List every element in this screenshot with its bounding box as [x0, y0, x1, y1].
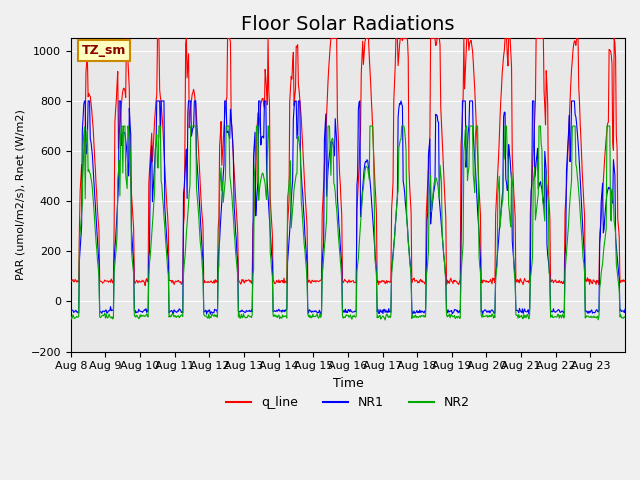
NR1: [81, 98, 88, 104]
NR2: [438, 180, 445, 185]
NR1: [283, 306, 291, 312]
NR1: [437, 214, 445, 220]
NR1: [235, 308, 243, 314]
q_line: [154, 36, 161, 41]
q_line: [438, 120, 445, 126]
Y-axis label: PAR (umol/m2/s), Rnet (W/m2): PAR (umol/m2/s), Rnet (W/m2): [15, 109, 25, 280]
q_line: [236, 279, 243, 285]
q_line: [284, 222, 291, 228]
Line: q_line: q_line: [71, 38, 625, 286]
NR1: [479, 312, 486, 317]
NR2: [67, 313, 75, 319]
Line: NR1: NR1: [71, 101, 625, 314]
NR2: [118, 123, 126, 129]
NR1: [406, 254, 413, 260]
q_line: [132, 279, 140, 285]
NR1: [67, 310, 75, 315]
q_line: [141, 283, 149, 288]
q_line: [263, 88, 271, 94]
NR2: [235, 314, 243, 320]
NR1: [132, 309, 140, 315]
NR2: [621, 314, 629, 320]
NR2: [132, 312, 140, 318]
NR2: [406, 265, 414, 271]
NR2: [381, 317, 389, 323]
X-axis label: Time: Time: [333, 377, 364, 390]
Line: NR2: NR2: [71, 126, 625, 320]
NR1: [262, 98, 269, 104]
NR1: [621, 306, 629, 312]
NR2: [262, 191, 269, 197]
q_line: [406, 197, 414, 203]
q_line: [621, 277, 629, 283]
NR2: [283, 315, 291, 321]
Title: Floor Solar Radiations: Floor Solar Radiations: [241, 15, 454, 34]
Legend: q_line, NR1, NR2: q_line, NR1, NR2: [221, 391, 475, 414]
q_line: [67, 278, 75, 284]
Text: TZ_sm: TZ_sm: [82, 44, 126, 57]
